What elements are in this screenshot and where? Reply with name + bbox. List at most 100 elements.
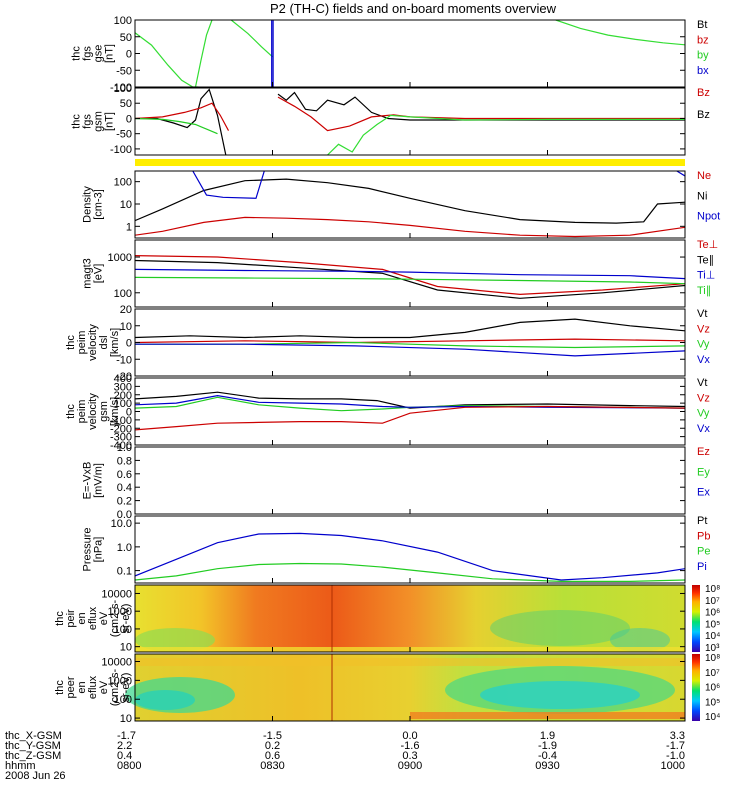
series-line-bx [271, 20, 274, 87]
series-line-pi [135, 532, 685, 581]
legend-label-vy: Vy [697, 408, 710, 420]
y-axis-label-line: [km/s] [109, 328, 121, 357]
y-axis-label-line: thc [54, 611, 66, 626]
peir-spectrogram [135, 585, 685, 652]
y-tick-label: 1000 [108, 675, 132, 687]
ephemeris-row-label: hhmm [5, 760, 36, 772]
y-tick-label: 0.2 [117, 496, 132, 508]
panel-temperature-series [135, 255, 685, 299]
y-axis-label-line: velocity [87, 324, 99, 361]
y-axis-label-line: [nT] [104, 112, 116, 131]
series-line-vt [135, 391, 685, 409]
series-line-bz [135, 102, 230, 131]
y-tick-label: 10 [120, 642, 132, 654]
legend-label-te: Te⊥ [697, 239, 718, 251]
legend-label-bz: Bz [697, 87, 710, 99]
legend-label-vx: Vx [697, 354, 710, 366]
series-line-vy [135, 396, 685, 412]
y-tick-label: -20 [116, 371, 132, 383]
y-tick-label: 1.0 [117, 542, 132, 554]
series-line-vy [135, 341, 685, 349]
legend-label-vy: Vy [697, 339, 710, 351]
y-tick-label: -100 [110, 415, 132, 427]
panel-velocity_dsl-series [135, 318, 685, 357]
colorbar-tick-label: 10⁶ [705, 683, 720, 694]
series-line-by [135, 117, 218, 135]
colorbar-tick-label: 10⁶ [705, 608, 720, 619]
y-tick-label: 10 [120, 713, 132, 725]
legend-label-vt: Vt [697, 308, 707, 320]
y-axis-label-line: gse [93, 45, 105, 63]
legend-label-vx: Vx [697, 423, 710, 435]
legend-label-ey: Ey [697, 466, 710, 478]
y-tick-label: -100 [110, 82, 132, 94]
y-axis-label-line: (cm2-s- [109, 669, 121, 707]
panel-velocity_gsm-series [135, 391, 685, 431]
y-tick-label: -300 [110, 432, 132, 444]
y-tick-label: 0 [126, 338, 132, 350]
legend-label-vz: Vz [697, 392, 710, 404]
y-axis-label-line: fgs [82, 114, 94, 129]
y-axis-label-line: thc [65, 335, 77, 350]
y-tick-label: 1.0 [117, 442, 132, 454]
panel-frame [134, 87, 686, 156]
panel-fgs_gse-series [135, 20, 685, 87]
y-axis-label-line: thc [71, 114, 83, 129]
series-line-vz [135, 405, 685, 431]
y-axis-label-line: [nT] [104, 44, 116, 63]
panel-density-series [135, 171, 685, 238]
y-axis-label-line: velocity [87, 393, 99, 430]
series-line-te [135, 259, 685, 299]
y-tick-label: 10.0 [111, 518, 132, 530]
ephemeris-row-label: thc_Z-GSM [5, 750, 61, 762]
series-line-ti [135, 276, 685, 285]
legend-label-pe: Pe [697, 546, 710, 558]
y-axis-label-line: gsm [98, 401, 110, 422]
y-tick-label: 1000 [108, 606, 132, 618]
ephemeris-value: -1.7 [117, 730, 136, 742]
legend-label-ti: Ti∥ [697, 285, 711, 297]
y-tick-label: 100 [114, 398, 132, 410]
y-axis-label: thcpeirenefluxeV(cm2-s-sr-eV) [54, 600, 132, 638]
y-tick-label: 0 [126, 113, 132, 125]
separator-band [135, 159, 685, 166]
y-axis-label-line: gsm [93, 111, 105, 132]
panel-frame [134, 239, 686, 308]
ephemeris-value: 0.3 [402, 750, 417, 762]
y-axis-label-line: E=-VxB [82, 462, 94, 500]
legend-label-pb: Pb [697, 530, 710, 542]
ephemeris-value: -1.7 [666, 740, 685, 752]
legend-label-ni: Ni [697, 190, 707, 202]
peir-colorbar [692, 585, 700, 652]
series-line-by [230, 20, 273, 58]
ephemeris-value: -1.6 [401, 740, 420, 752]
legend-label-npot: Npot [697, 211, 720, 223]
y-axis-label-line: magt3 [82, 258, 94, 289]
legend-label-vt: Vt [697, 377, 707, 389]
y-tick-label: -50 [116, 65, 132, 77]
ephemeris-value: 1.9 [540, 730, 555, 742]
panel-temperature: 1000 100 magt3[eV] Te⊥ Te∥ Ti⊥ Ti∥ [82, 239, 718, 308]
ephemeris-value: 3.3 [670, 730, 685, 742]
ephemeris-value: 0900 [398, 760, 422, 772]
legend-label-bt: Bt [697, 19, 707, 31]
y-axis-label-line: [mV/m] [93, 463, 105, 498]
ephemeris-value: -1.0 [666, 750, 685, 762]
series-line-by [327, 114, 685, 155]
y-tick-label: 100 [114, 288, 132, 300]
ephemeris-value: 0.4 [117, 750, 132, 762]
colorbar-tick-label: 10⁴ [705, 712, 720, 723]
y-axis-label-line: peim [76, 331, 88, 355]
y-tick-label: 50 [120, 98, 132, 110]
y-tick-label: 1000 [108, 252, 132, 264]
y-tick-label: 200 [114, 390, 132, 402]
legend-label-vz: Vz [697, 323, 710, 335]
panel-frame [134, 377, 686, 446]
y-tick-label: -50 [116, 129, 132, 141]
y-axis-label: E=-VxB[mV/m] [82, 462, 105, 500]
y-tick-label: 400 [114, 373, 132, 385]
legend-label-ex: Ex [697, 487, 710, 499]
